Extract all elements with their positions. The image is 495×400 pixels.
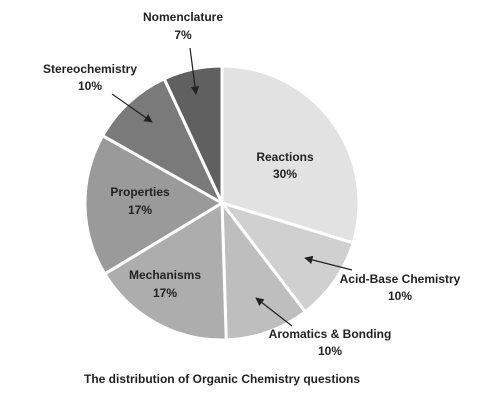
pie-slice xyxy=(100,76,226,207)
pie xyxy=(83,64,361,342)
chart-caption: The distribution of Organic Chemistry qu… xyxy=(84,372,360,386)
slice-value-label: 10% xyxy=(78,79,102,93)
slice-value-label: 30% xyxy=(273,167,297,181)
slice-value-label: 10% xyxy=(318,344,342,358)
pie-slice xyxy=(217,200,355,314)
slice-label: Properties xyxy=(110,185,170,199)
slice-value-label: 17% xyxy=(128,203,152,217)
slice-label: Stereochemistry xyxy=(43,62,137,76)
leader-line xyxy=(304,255,353,271)
leader-line xyxy=(111,93,153,123)
slice-value-label: 10% xyxy=(388,289,412,303)
pie-slice xyxy=(83,133,225,277)
leader-line xyxy=(255,297,293,327)
slice-label: Aromatics & Bonding xyxy=(269,327,392,341)
slice-label: Acid-Base Chemistry xyxy=(340,272,461,286)
slice-label: Mechanisms xyxy=(129,268,201,282)
slice-label: Reactions xyxy=(256,150,314,164)
leader-lines xyxy=(111,47,353,327)
pie-slice xyxy=(220,64,361,245)
slice-value-label: 17% xyxy=(153,286,177,300)
pie-slice xyxy=(102,200,228,342)
labels: Reactions 30% Acid-Base Chemistry 10% Aromat… xyxy=(43,10,461,358)
pie-slice xyxy=(220,198,308,342)
slice-label: Nomenclature xyxy=(143,10,223,24)
slice-value-label: 7% xyxy=(174,28,192,42)
leader-line xyxy=(189,47,200,95)
